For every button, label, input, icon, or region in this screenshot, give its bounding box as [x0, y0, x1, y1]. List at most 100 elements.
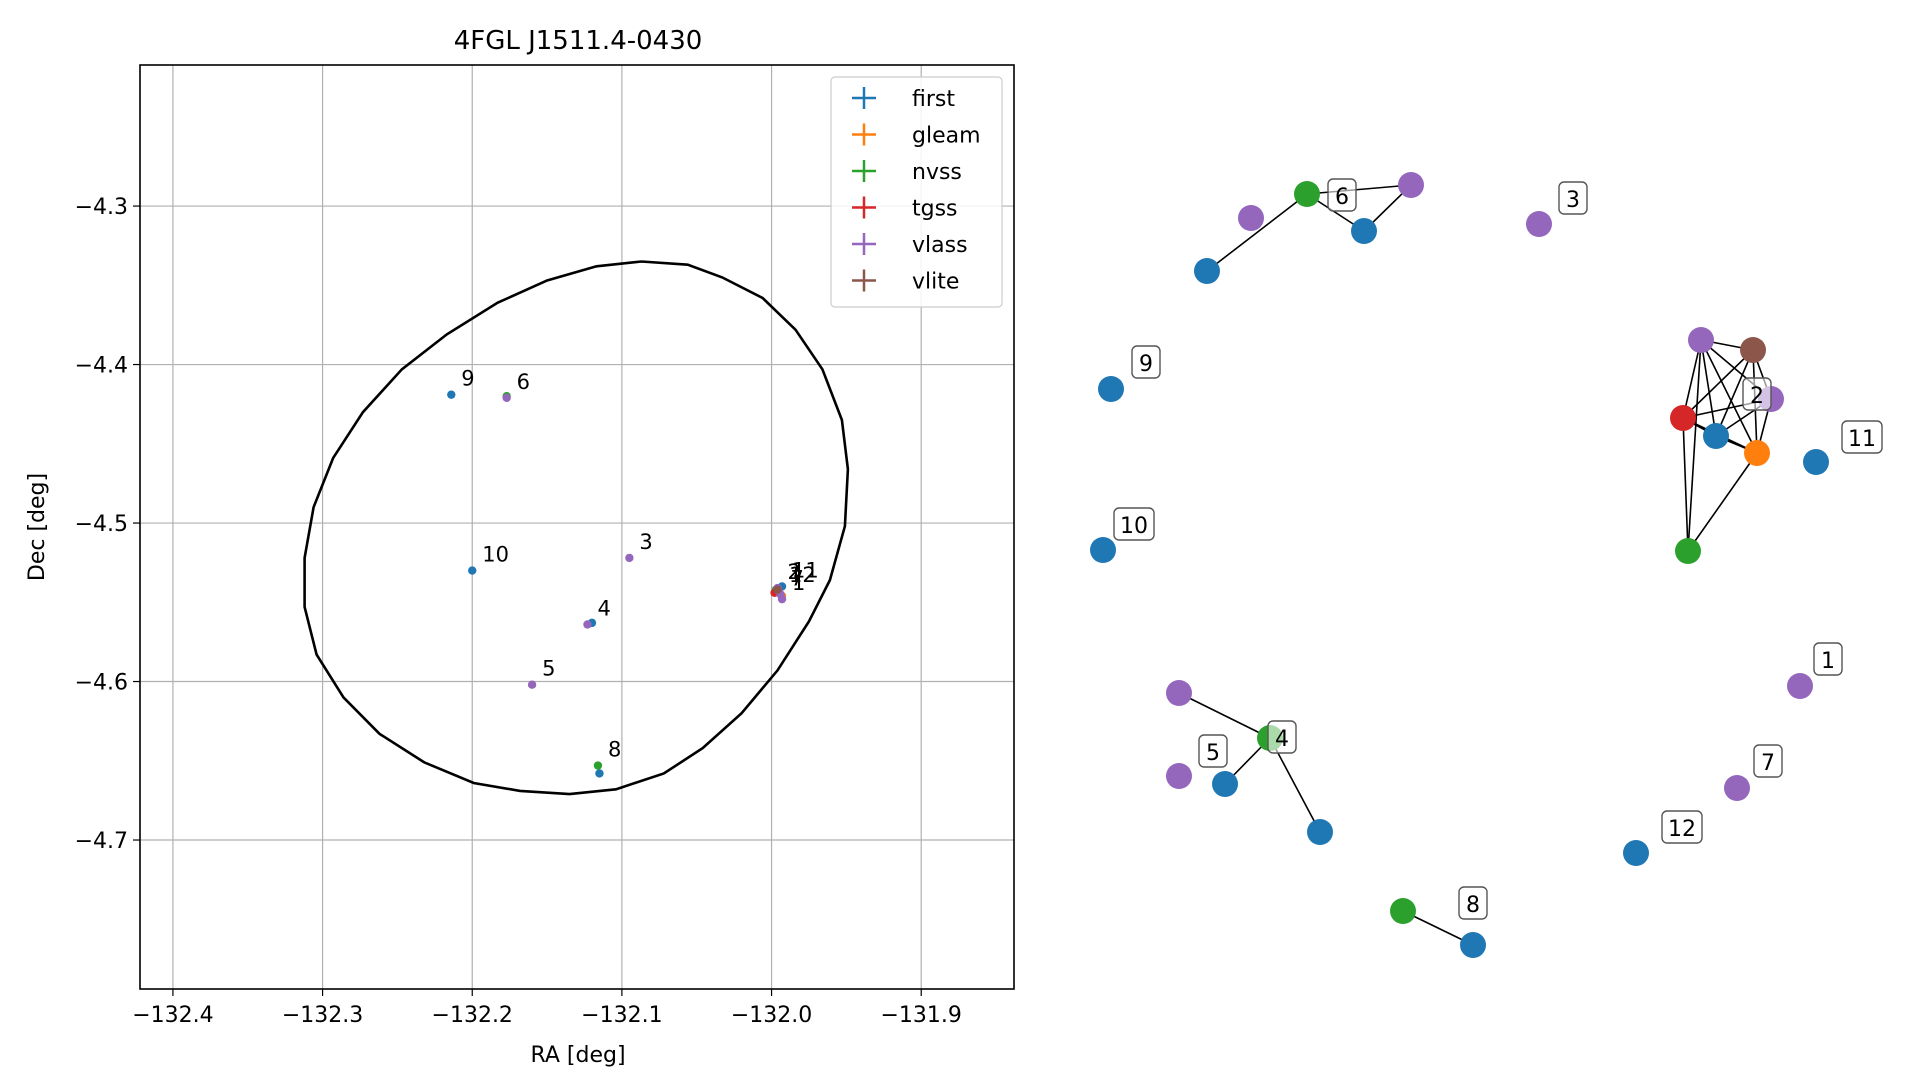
network-node-label: 7 — [1753, 744, 1783, 778]
network-node[interactable] — [1675, 538, 1701, 564]
node-label-text: 5 — [1206, 741, 1220, 766]
node-label-text: 8 — [1466, 893, 1480, 918]
source-points — [447, 390, 787, 778]
node-label-text: 12 — [1668, 817, 1696, 842]
legend-entry-vlite[interactable]: vlite — [852, 269, 959, 295]
network-node-labels: 1 12 7 11 9 10 3 6 2 5 4 8 — [1113, 178, 1883, 920]
network-node[interactable] — [1390, 898, 1416, 924]
network-node[interactable] — [1688, 327, 1714, 353]
point-label: 6 — [517, 370, 530, 394]
x-tick-label: −131.9 — [881, 1003, 962, 1028]
network-node[interactable] — [1090, 537, 1116, 563]
node-label-text: 1 — [1821, 649, 1835, 674]
point-label: 10 — [482, 543, 509, 567]
node-label-box — [1131, 345, 1161, 379]
network-node-label: 5 — [1198, 734, 1228, 768]
network-node-label: 6 — [1327, 178, 1357, 212]
x-tick-label: −132.4 — [132, 1003, 213, 1028]
point-vlass[interactable] — [625, 553, 634, 563]
legend-label: vlite — [912, 270, 959, 295]
x-tick-label: −132.3 — [282, 1003, 363, 1028]
legend-label: first — [912, 87, 955, 112]
network-node[interactable] — [1803, 449, 1829, 475]
legend-entry-vlass[interactable]: vlass — [852, 233, 968, 258]
node-label-box — [1113, 507, 1155, 541]
point-label: 1 — [792, 571, 805, 595]
network-edge — [1700, 339, 1758, 454]
network-node-label: 8 — [1458, 886, 1488, 920]
network-edge — [1687, 452, 1758, 552]
y-tick-label: −4.6 — [75, 671, 128, 696]
x-tick-label: −132.1 — [581, 1003, 662, 1028]
network-node[interactable] — [1351, 218, 1377, 244]
node-label-box — [1327, 178, 1357, 212]
network-node-label: 2 — [1742, 377, 1772, 411]
node-label-box — [1753, 744, 1783, 778]
node-label-box — [1458, 886, 1488, 920]
x-axis-ticks: −132.4 −132.3 −132.2 −132.1 −132.0 −131.9 — [132, 989, 962, 1028]
network-node[interactable] — [1398, 172, 1424, 198]
node-label-box — [1742, 377, 1772, 411]
network-edge — [1178, 692, 1271, 739]
legend-entry-first[interactable]: first — [852, 87, 955, 112]
network-node[interactable] — [1307, 819, 1333, 845]
point-vlass[interactable] — [502, 393, 511, 403]
network-node-label: 11 — [1841, 420, 1883, 454]
network-node[interactable] — [1294, 181, 1320, 207]
network-node[interactable] — [1787, 673, 1813, 699]
network-edge — [1700, 339, 1717, 437]
network-node[interactable] — [1703, 423, 1729, 449]
node-label-box — [1813, 642, 1843, 676]
legend-entry-nvss[interactable]: nvss — [852, 160, 962, 185]
point-label: 11 — [792, 558, 819, 582]
network-node[interactable] — [1460, 932, 1486, 958]
legend-entry-tgss[interactable]: tgss — [852, 196, 958, 222]
point-label: 7 — [791, 566, 804, 590]
point-label: 4 — [597, 596, 610, 620]
network-node[interactable] — [1670, 405, 1696, 431]
node-label-text: 6 — [1335, 185, 1349, 210]
network-node-label: 12 — [1661, 810, 1703, 844]
legend-label: tgss — [912, 197, 958, 222]
point-vlite[interactable] — [773, 585, 782, 594]
point-label: 3 — [639, 530, 652, 554]
point-vlass[interactable] — [527, 680, 537, 689]
node-label-text: 4 — [1275, 727, 1289, 752]
point-first[interactable] — [595, 769, 604, 778]
network-node-label: 9 — [1131, 345, 1161, 379]
network-edge — [1306, 184, 1412, 195]
network-node[interactable] — [1744, 440, 1770, 466]
network-node[interactable] — [1526, 211, 1552, 237]
network-edge — [1206, 193, 1308, 272]
network-node[interactable] — [1194, 258, 1220, 284]
point-vlass[interactable] — [583, 620, 592, 629]
network-node[interactable] — [1098, 376, 1124, 402]
point-first[interactable] — [468, 566, 477, 575]
network-node[interactable] — [1740, 337, 1766, 363]
network-node-label: 4 — [1267, 720, 1297, 754]
network-node[interactable] — [1623, 840, 1649, 866]
point-label: 9 — [461, 367, 474, 391]
point-nvss[interactable] — [593, 761, 603, 770]
x-tick-label: −132.2 — [432, 1003, 513, 1028]
legend[interactable]: first gleam nvss tgss vlass vlite — [830, 76, 1003, 308]
network-node[interactable] — [1166, 763, 1192, 789]
network-node[interactable] — [1166, 680, 1192, 706]
node-label-text: 11 — [1848, 427, 1876, 452]
y-axis-label: Dec [deg] — [25, 473, 50, 581]
network-node[interactable] — [1238, 205, 1264, 231]
node-label-box — [1841, 420, 1883, 454]
point-label: 12 — [789, 563, 816, 587]
network-node[interactable] — [1212, 771, 1238, 797]
legend-label: nvss — [912, 160, 962, 185]
legend-entry-gleam[interactable]: gleam — [852, 123, 981, 149]
network-edge — [1682, 339, 1702, 419]
y-tick-label: −4.5 — [75, 512, 128, 537]
network-node-label: 1 — [1813, 642, 1843, 676]
network-node[interactable] — [1724, 775, 1750, 801]
network-edge — [1687, 339, 1702, 552]
point-first[interactable] — [447, 390, 456, 399]
x-axis-label: RA [deg] — [530, 1043, 625, 1068]
network-node-label: 3 — [1558, 181, 1588, 215]
